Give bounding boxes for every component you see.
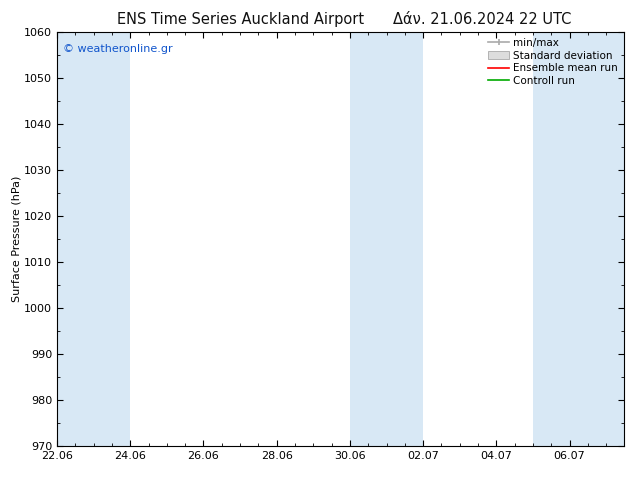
Bar [350,32,387,446]
Bar [533,32,569,446]
Text: Δάν. 21.06.2024 22 UTC: Δάν. 21.06.2024 22 UTC [392,12,571,27]
Legend: min/max, Standard deviation, Ensemble mean run, Controll run: min/max, Standard deviation, Ensemble me… [484,34,623,90]
Bar [387,32,423,446]
Bar [569,32,624,446]
Text: © weatheronline.gr: © weatheronline.gr [63,44,172,54]
Y-axis label: Surface Pressure (hPa): Surface Pressure (hPa) [11,176,22,302]
Bar [94,32,130,446]
Text: ENS Time Series Auckland Airport: ENS Time Series Auckland Airport [117,12,365,27]
Bar [57,32,94,446]
